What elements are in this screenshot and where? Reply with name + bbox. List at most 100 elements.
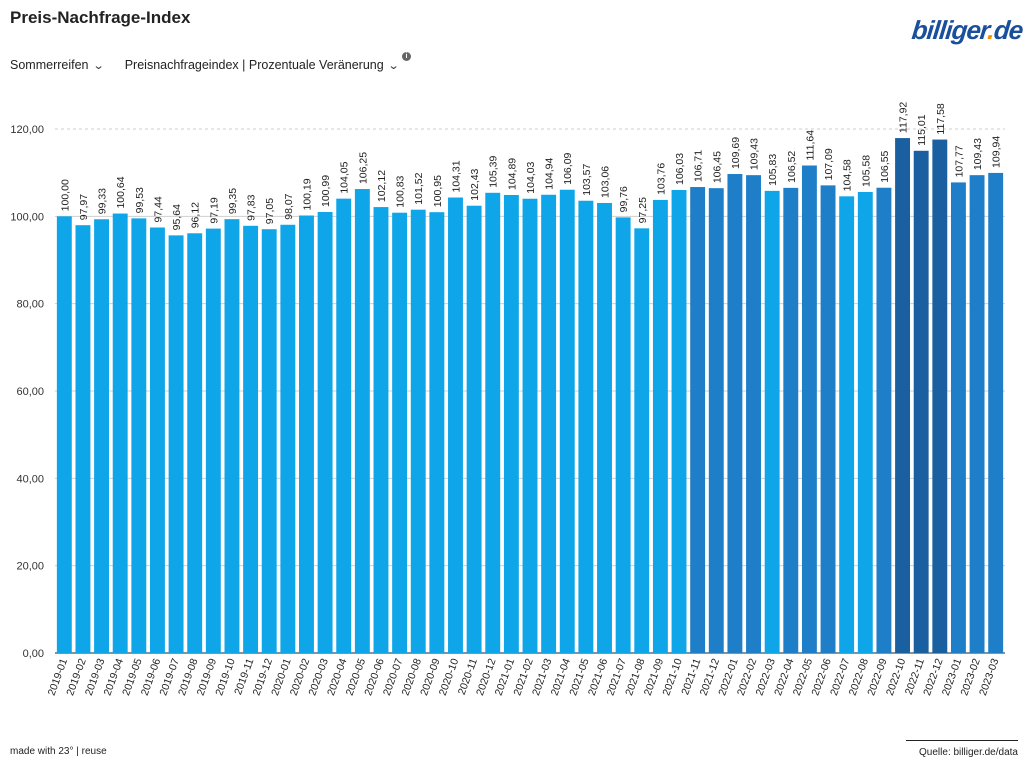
bar [503, 194, 519, 653]
bar-value-label: 97,44 [152, 196, 164, 222]
bar [354, 189, 370, 653]
bar [913, 150, 929, 653]
bar-chart: 0,00 20,00 40,00 60,00 80,00 100,00 120,00 100,… [10, 102, 1005, 697]
bar [317, 212, 333, 654]
bar-value-label: 105,39 [488, 156, 500, 188]
bar [466, 205, 482, 653]
bar [112, 213, 128, 653]
bar [336, 198, 352, 654]
bar [243, 225, 259, 653]
bar-value-label: 95,64 [171, 204, 183, 230]
chevron-down-icon: ⌄ [92, 59, 105, 72]
bar-value-label: 102,12 [376, 170, 388, 202]
billiger-logo[interactable]: billiger.de [910, 14, 1024, 46]
bar-value-label: 111,64 [804, 130, 816, 161]
logo-text-brand: billiger [910, 15, 990, 45]
bar-value-label: 99,33 [97, 188, 109, 214]
bar-value-label: 97,05 [264, 198, 276, 224]
bar [652, 199, 668, 653]
bar-value-label: 100,19 [301, 178, 313, 210]
bar [988, 172, 1004, 654]
bar-value-label: 105,58 [860, 155, 872, 187]
bar-value-label: 100,99 [320, 175, 332, 207]
y-tick-label: 120,00 [10, 124, 44, 136]
bar-value-label: 98,07 [283, 193, 295, 219]
bar [485, 192, 501, 653]
bar [932, 139, 948, 654]
bar-value-label: 117,58 [935, 103, 947, 134]
info-icon[interactable]: i [401, 51, 411, 61]
bar-value-label: 104,89 [506, 158, 518, 190]
bar [857, 191, 873, 653]
bar [168, 235, 184, 653]
source-note: Quelle: billiger.de/data [906, 740, 1018, 758]
bar-value-label: 103,06 [600, 166, 612, 198]
bar-value-label: 106,45 [711, 151, 723, 183]
bar [578, 200, 594, 653]
y-tick-label: 80,00 [16, 299, 44, 311]
bar-value-label: 109,94 [991, 136, 1003, 168]
bar [727, 174, 743, 653]
metric-dropdown[interactable]: Preisnachfrageindex | Prozentuale Veräne… [125, 58, 400, 72]
bar [597, 202, 612, 653]
bar-value-label: 104,03 [525, 161, 537, 193]
bar [764, 190, 780, 653]
bar [280, 224, 296, 654]
bar-value-label: 100,00 [59, 179, 71, 211]
bar-value-label: 106,25 [357, 152, 369, 184]
bar-value-label: 104,94 [544, 157, 556, 189]
bar-value-label: 103,76 [655, 163, 667, 195]
category-dropdown-label: Sommerreifen [10, 58, 89, 72]
bar-value-label: 115,01 [916, 114, 928, 145]
chevron-down-icon: ⌄ [387, 59, 400, 72]
bar [634, 228, 650, 653]
bar [839, 196, 855, 654]
bar [392, 212, 408, 654]
bar [615, 217, 631, 653]
y-tick-label: 40,00 [16, 473, 44, 485]
bar [94, 219, 110, 653]
y-tick-label: 60,00 [16, 386, 44, 398]
bar [969, 175, 985, 653]
y-tick-label: 0,00 [23, 648, 44, 660]
made-with-note[interactable]: made with 23° | reuse [10, 746, 107, 757]
bar [150, 227, 165, 653]
bar [746, 175, 761, 653]
bar-value-label: 102,43 [469, 168, 481, 200]
bar-value-label: 99,76 [618, 186, 630, 212]
bar [783, 187, 799, 653]
bar [224, 219, 240, 653]
bar-value-label: 106,71 [693, 150, 705, 182]
bar-value-label: 100,95 [432, 175, 444, 207]
bar [131, 218, 147, 653]
bar-value-label: 106,52 [786, 151, 798, 183]
bar [671, 190, 687, 654]
bar [541, 194, 557, 653]
bar [373, 207, 389, 653]
category-dropdown[interactable]: Sommerreifen ⌄ [10, 58, 105, 72]
bar [448, 197, 463, 653]
bar [187, 233, 203, 653]
logo-text-tld: de [992, 15, 1024, 45]
bar-value-label: 107,09 [823, 148, 835, 180]
bar-value-label: 99,35 [227, 188, 239, 214]
bar [820, 185, 836, 653]
bar-value-label: 117,92 [898, 102, 910, 133]
bar-value-label: 100,83 [395, 175, 407, 207]
bar-value-label: 106,09 [562, 152, 574, 184]
bar-value-label: 97,19 [208, 197, 220, 223]
bar-value-label: 100,64 [115, 176, 127, 208]
bar [410, 209, 426, 654]
page-title: Preis-Nachfrage-Index [10, 8, 191, 27]
bar-value-label: 104,31 [450, 160, 462, 192]
bar-value-label: 101,52 [413, 172, 425, 204]
bar-value-label: 106,55 [879, 150, 891, 182]
bar [801, 165, 817, 653]
bar-value-label: 105,83 [767, 154, 779, 186]
y-tick-label: 100,00 [10, 211, 44, 223]
bar [559, 189, 575, 653]
bar [261, 229, 277, 653]
bar [299, 215, 314, 653]
bar-value-label: 109,43 [972, 138, 984, 170]
bar-value-label: 109,43 [749, 138, 761, 170]
